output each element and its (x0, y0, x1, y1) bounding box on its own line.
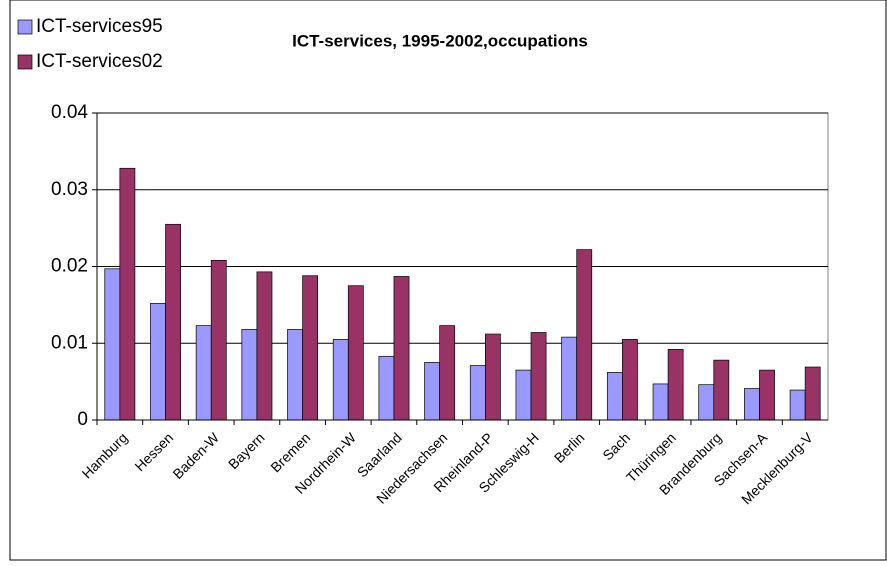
y-tick-label: 0.04 (51, 102, 88, 123)
bar (302, 275, 319, 421)
bar (652, 383, 669, 421)
legend-label: ICT-services02 (36, 51, 163, 72)
y-tick-label: 0.02 (51, 256, 88, 277)
bar (347, 285, 364, 421)
bar (713, 359, 730, 421)
bar (515, 369, 532, 421)
bar (698, 384, 715, 421)
bar (789, 389, 806, 421)
bar (744, 388, 760, 421)
bar (104, 268, 121, 421)
chart-title: ICT-services, 1995-2002,occupations (292, 31, 588, 50)
bar (241, 329, 258, 421)
bar (561, 336, 578, 421)
legend-swatch (17, 19, 33, 35)
bar (484, 333, 501, 421)
bar (439, 325, 456, 421)
bar (195, 325, 212, 421)
bar (606, 372, 623, 421)
bar (667, 349, 684, 421)
bar (287, 329, 303, 421)
bar (576, 249, 593, 421)
legend-label: ICT-services95 (36, 16, 163, 37)
bar (530, 332, 547, 421)
bar (332, 339, 349, 421)
bar (119, 167, 136, 421)
bar (622, 339, 638, 421)
y-tick-label: 0 (77, 409, 88, 430)
bar (469, 365, 486, 421)
y-tick-label: 0.01 (51, 332, 88, 353)
y-tick-label: 0.03 (51, 179, 88, 200)
bar (804, 366, 821, 421)
bar (256, 271, 273, 421)
bar (759, 369, 775, 421)
bar (424, 362, 441, 421)
bar (393, 276, 410, 421)
bar (378, 355, 395, 421)
bar (150, 302, 166, 421)
bar (210, 260, 227, 421)
bar (165, 223, 181, 421)
legend-swatch (17, 54, 33, 70)
